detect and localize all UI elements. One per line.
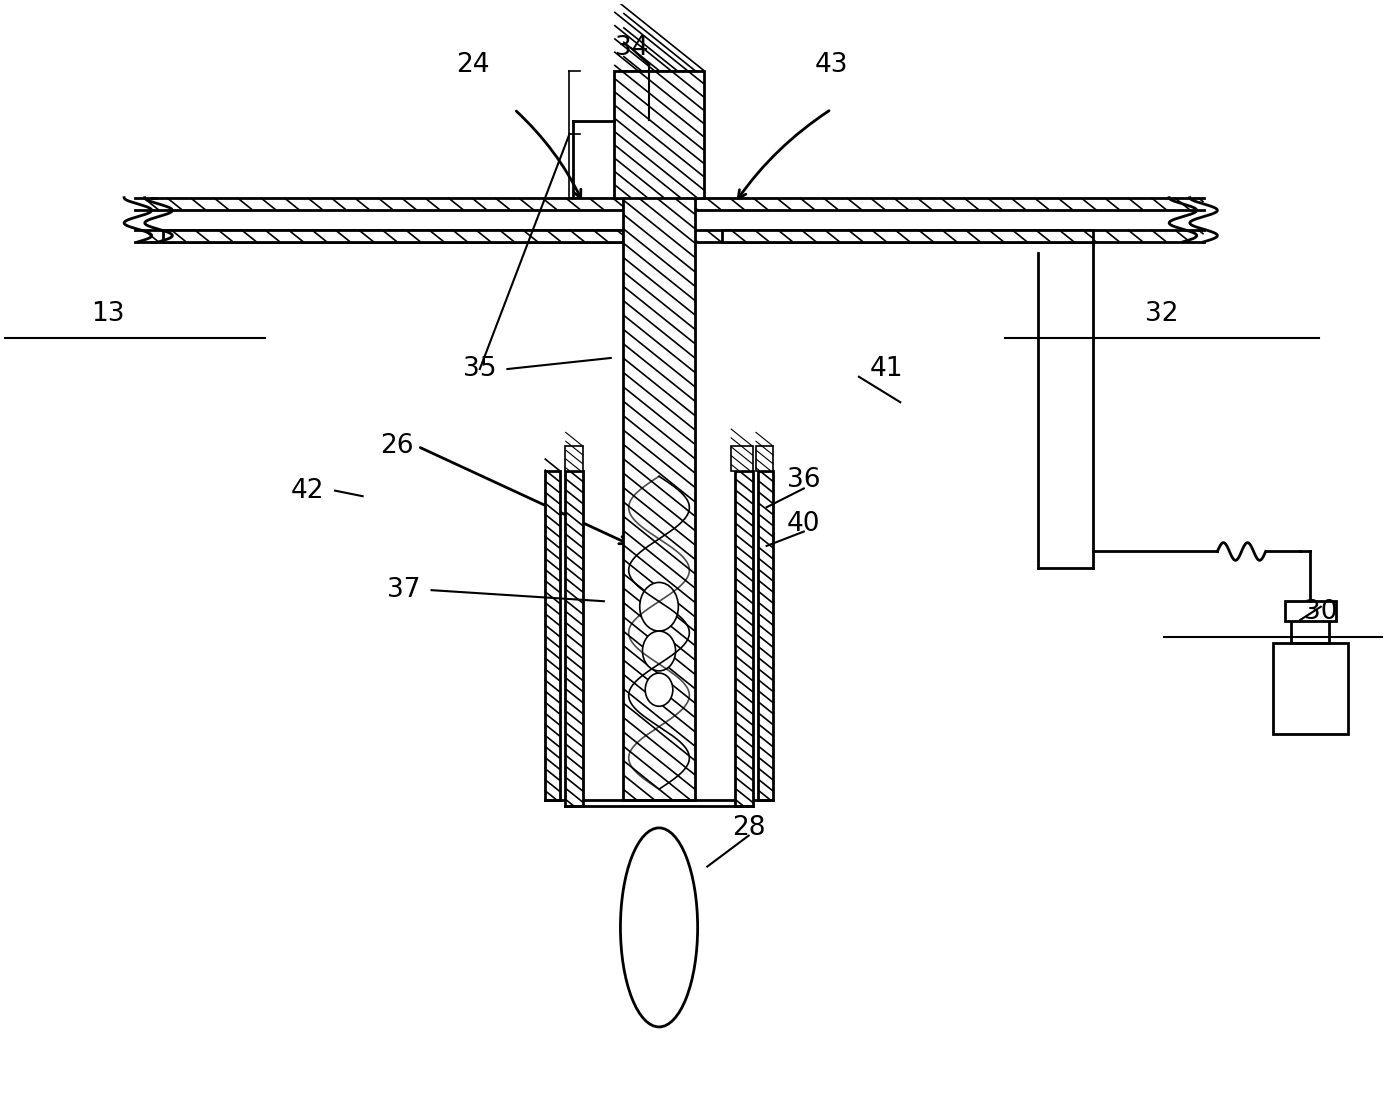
Text: 41: 41 (870, 356, 903, 382)
Bar (1272, 643, 1348, 734)
Bar (1284, 600, 1336, 620)
Bar (566, 447, 583, 471)
Text: 26: 26 (380, 433, 413, 459)
Ellipse shape (639, 583, 678, 631)
Text: 40: 40 (786, 511, 821, 537)
Ellipse shape (620, 828, 698, 1027)
Bar (735, 471, 753, 805)
Text: 24: 24 (456, 52, 490, 78)
Bar (759, 471, 774, 800)
Text: 34: 34 (614, 36, 648, 61)
Text: 36: 36 (786, 467, 821, 492)
Bar (614, 70, 703, 197)
Text: 43: 43 (814, 52, 847, 78)
Bar (731, 447, 753, 471)
Text: 32: 32 (1146, 301, 1179, 326)
Bar (623, 70, 695, 800)
Ellipse shape (645, 673, 673, 706)
Text: 13: 13 (90, 301, 125, 326)
Ellipse shape (642, 631, 675, 671)
Bar (723, 229, 1093, 242)
Bar (566, 471, 583, 805)
Text: 42: 42 (291, 478, 325, 504)
Text: 30: 30 (1304, 599, 1337, 625)
Bar (162, 229, 623, 242)
Bar (756, 447, 774, 471)
Text: 37: 37 (387, 577, 420, 603)
Text: 28: 28 (732, 814, 766, 841)
Bar (545, 471, 560, 800)
Text: 35: 35 (463, 356, 497, 382)
